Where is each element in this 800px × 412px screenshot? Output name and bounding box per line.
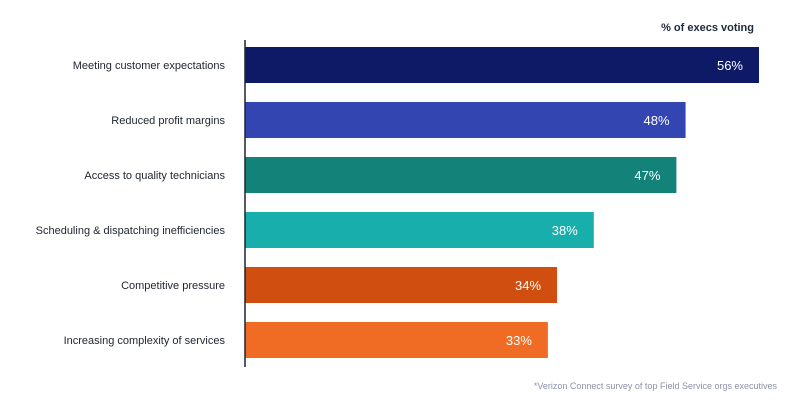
bar-6 [245, 322, 548, 358]
bar-4 [245, 212, 594, 248]
bar-5 [245, 267, 558, 303]
category-label-5: Competitive pressure [121, 280, 225, 292]
value-label-1: 56% [717, 58, 743, 73]
value-label-6: 33% [506, 333, 532, 348]
value-label-4: 38% [552, 223, 578, 238]
value-axis-header: % of execs voting [661, 22, 754, 34]
category-label-4: Scheduling & dispatching inefficiencies [36, 225, 226, 237]
category-label-2: Reduced profit margins [111, 115, 225, 127]
source-footnote: *Verizon Connect survey of top Field Ser… [534, 381, 778, 391]
value-label-5: 34% [515, 278, 541, 293]
category-label-3: Access to quality technicians [84, 170, 225, 182]
bar-1 [245, 47, 759, 83]
bars-layer: Meeting customer expectations 56% Reduced … [36, 47, 759, 358]
value-label-3: 47% [634, 168, 660, 183]
value-label-2: 48% [644, 113, 670, 128]
bar-2 [245, 102, 686, 138]
category-label-1: Meeting customer expectations [73, 60, 226, 72]
category-label-6: Increasing complexity of services [64, 335, 226, 347]
bar-3 [245, 157, 677, 193]
